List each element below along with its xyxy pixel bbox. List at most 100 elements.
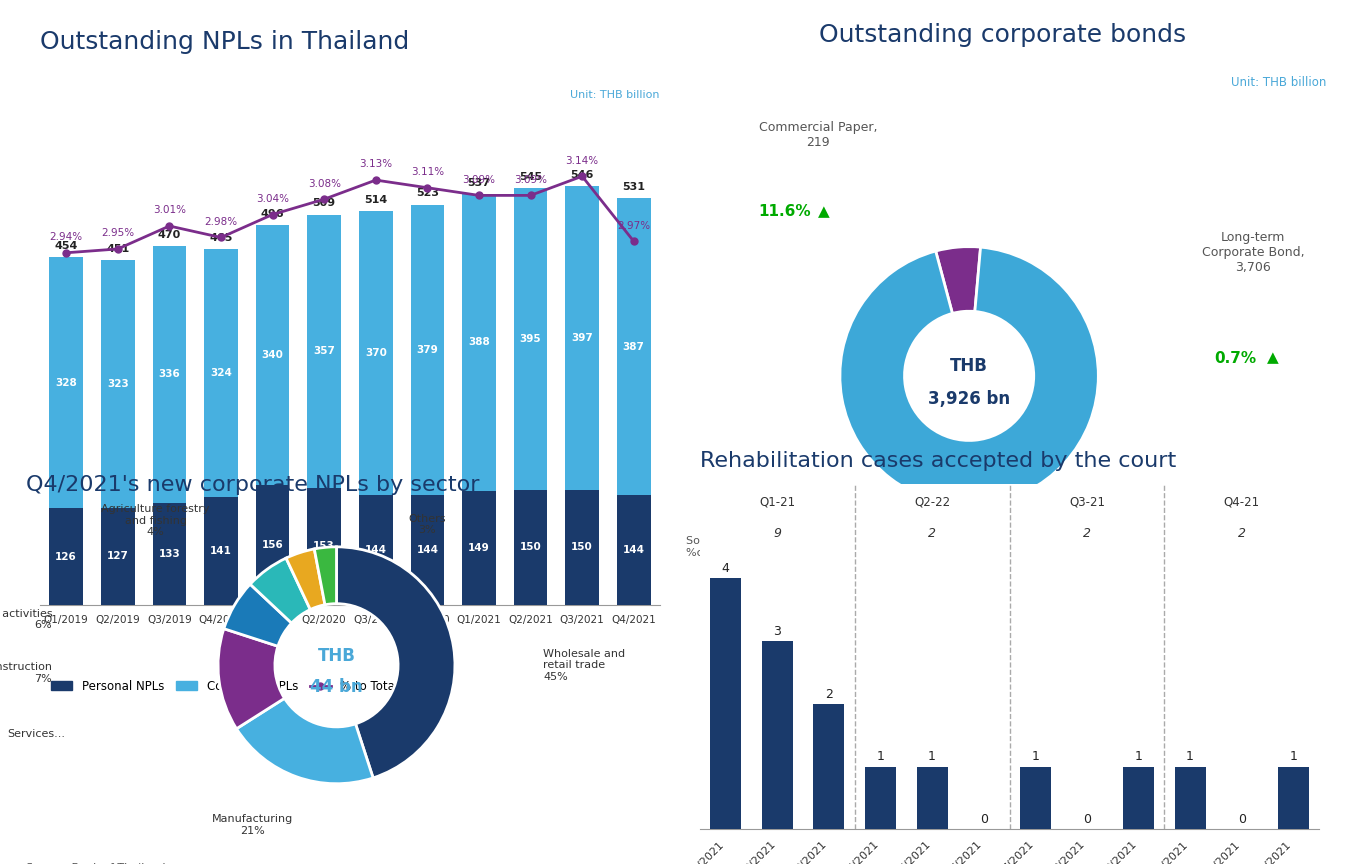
Text: 127: 127 xyxy=(106,551,129,562)
Text: 546: 546 xyxy=(571,170,594,180)
Text: ▲: ▲ xyxy=(1267,351,1279,365)
Text: Q4-21: Q4-21 xyxy=(1224,496,1260,509)
Text: 451: 451 xyxy=(106,245,129,254)
Bar xyxy=(462,194,495,491)
Text: Construction
7%: Construction 7% xyxy=(0,662,52,683)
Bar xyxy=(711,578,742,829)
Text: 126: 126 xyxy=(55,551,77,562)
Text: 144: 144 xyxy=(623,544,645,555)
Text: Outstanding NPLs in Thailand: Outstanding NPLs in Thailand xyxy=(40,30,409,54)
Text: 11.6%: 11.6% xyxy=(759,204,812,219)
Text: 1: 1 xyxy=(1031,751,1039,764)
Text: 2: 2 xyxy=(825,688,833,701)
Bar xyxy=(462,491,495,605)
Text: 3: 3 xyxy=(774,625,781,638)
Bar xyxy=(514,490,548,605)
Text: Unit: THB billion: Unit: THB billion xyxy=(571,90,660,99)
Text: Rehabilitation cases accepted by the court: Rehabilitation cases accepted by the cou… xyxy=(700,451,1176,471)
Bar xyxy=(1123,766,1154,829)
Text: 3.14%: 3.14% xyxy=(565,156,599,166)
Text: 545: 545 xyxy=(520,172,542,181)
Bar xyxy=(565,490,599,605)
Bar xyxy=(616,199,650,494)
Text: 1: 1 xyxy=(929,751,935,764)
Text: THB: THB xyxy=(318,647,355,664)
Text: THB: THB xyxy=(950,357,988,374)
Bar xyxy=(256,486,289,605)
Text: Services...: Services... xyxy=(7,728,65,739)
Bar xyxy=(762,641,793,829)
Text: 379: 379 xyxy=(416,345,439,354)
Text: 150: 150 xyxy=(571,543,594,552)
Text: 323: 323 xyxy=(106,379,129,389)
Bar xyxy=(1175,766,1206,829)
Legend: Personal NPLs, Corporate NPLs, % to Total Loans: Personal NPLs, Corporate NPLs, % to Tota… xyxy=(46,675,441,697)
Text: 531: 531 xyxy=(622,182,645,193)
Bar xyxy=(565,187,599,490)
Text: 537: 537 xyxy=(467,178,490,187)
Bar xyxy=(813,704,844,829)
Text: 156: 156 xyxy=(261,540,284,550)
Text: 141: 141 xyxy=(210,546,232,556)
Text: Q3-21: Q3-21 xyxy=(1069,496,1105,509)
Text: 3.09%: 3.09% xyxy=(463,175,495,185)
Wedge shape xyxy=(840,247,1098,505)
Text: 3.08%: 3.08% xyxy=(308,179,341,188)
Wedge shape xyxy=(315,547,336,605)
Wedge shape xyxy=(237,698,373,784)
Text: Long-term
Corporate Bond,
3,706: Long-term Corporate Bond, 3,706 xyxy=(1202,231,1304,274)
Wedge shape xyxy=(336,547,455,778)
Wedge shape xyxy=(250,558,311,623)
Text: 0.7%: 0.7% xyxy=(1214,351,1256,365)
Bar xyxy=(205,249,238,497)
Text: 387: 387 xyxy=(623,341,645,352)
Bar xyxy=(205,497,238,605)
Text: ▲: ▲ xyxy=(818,204,830,219)
Text: Q2-22: Q2-22 xyxy=(914,496,950,509)
Text: 44 bn: 44 bn xyxy=(310,677,363,696)
Text: 144: 144 xyxy=(416,544,439,555)
Text: 3,926 bn: 3,926 bn xyxy=(927,391,1011,408)
Text: 2.98%: 2.98% xyxy=(205,217,237,226)
Text: 2.95%: 2.95% xyxy=(101,228,135,238)
Text: 514: 514 xyxy=(365,195,388,206)
Wedge shape xyxy=(218,629,284,728)
Bar xyxy=(307,214,341,487)
Text: 144: 144 xyxy=(365,544,386,555)
Text: 340: 340 xyxy=(261,350,284,360)
Text: 9: 9 xyxy=(774,527,781,540)
Text: Q1-21: Q1-21 xyxy=(759,496,795,509)
Text: 357: 357 xyxy=(314,346,335,356)
Text: 328: 328 xyxy=(55,378,77,388)
Text: 2.97%: 2.97% xyxy=(618,220,650,231)
Text: 397: 397 xyxy=(571,334,594,343)
Text: 1: 1 xyxy=(1186,751,1194,764)
Bar xyxy=(256,226,289,486)
Text: Manufacturing
21%: Manufacturing 21% xyxy=(211,814,293,835)
Bar xyxy=(1277,766,1308,829)
Text: 1: 1 xyxy=(1135,751,1143,764)
Bar xyxy=(917,766,948,829)
Bar xyxy=(865,766,896,829)
Text: 133: 133 xyxy=(159,549,180,559)
Text: 509: 509 xyxy=(312,199,335,208)
Bar xyxy=(616,494,650,605)
Text: 2: 2 xyxy=(1238,527,1245,540)
Wedge shape xyxy=(935,246,981,314)
Text: 3.09%: 3.09% xyxy=(514,175,546,185)
Bar xyxy=(1020,766,1051,829)
Bar xyxy=(50,257,83,508)
Text: 388: 388 xyxy=(468,337,490,347)
Text: 149: 149 xyxy=(468,543,490,553)
Text: 3.04%: 3.04% xyxy=(256,194,289,204)
Text: 336: 336 xyxy=(159,370,180,379)
Text: Others
3%: Others 3% xyxy=(408,514,446,536)
Text: 0: 0 xyxy=(1238,813,1245,826)
Text: 496: 496 xyxy=(261,209,284,219)
Bar xyxy=(152,246,186,503)
Text: 153: 153 xyxy=(314,541,335,551)
Text: 0: 0 xyxy=(1084,813,1090,826)
Text: 0: 0 xyxy=(980,813,988,826)
Text: 150: 150 xyxy=(520,543,541,552)
Bar xyxy=(514,187,548,490)
